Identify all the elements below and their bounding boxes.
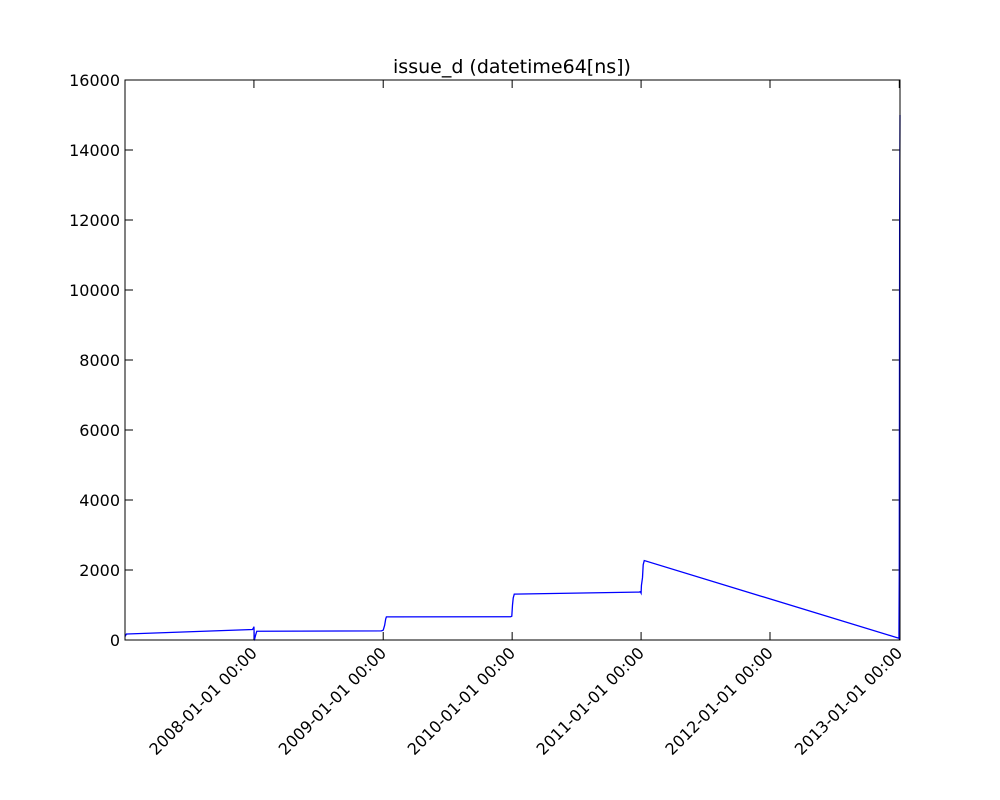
y-tick-label: 2000 xyxy=(79,561,120,580)
chart-title: issue_d (datetime64[ns]) xyxy=(393,56,631,78)
x-tick-label: 2011-01-01 00:00 xyxy=(533,643,648,758)
y-axis: 0 2000 4000 6000 8000 10000 12000 14000 16000 xyxy=(69,71,900,650)
x-tick-label: 2013-01-01 00:00 xyxy=(791,643,906,758)
series-line xyxy=(124,114,901,642)
x-tick-label: 2010-01-01 00:00 xyxy=(404,643,519,758)
y-tick-label: 12000 xyxy=(69,211,120,230)
y-tick-label: 14000 xyxy=(69,141,120,160)
y-tick-label: 4000 xyxy=(79,491,120,510)
y-tick-label: 16000 xyxy=(69,71,120,90)
y-tick-label: 0 xyxy=(110,631,120,650)
y-tick-label: 10000 xyxy=(69,281,120,300)
y-tick-label: 8000 xyxy=(79,351,120,370)
plot-frame xyxy=(124,79,901,641)
y-tick-label: 6000 xyxy=(79,421,120,440)
x-tick-label: 2009-01-01 00:00 xyxy=(275,643,390,758)
x-tick-label: 2008-01-01 00:00 xyxy=(145,643,260,758)
x-axis: 2008-01-01 00:00 2009-01-01 00:00 2010-01-… xyxy=(145,80,906,759)
x-tick-label: 2012-01-01 00:00 xyxy=(661,643,776,758)
